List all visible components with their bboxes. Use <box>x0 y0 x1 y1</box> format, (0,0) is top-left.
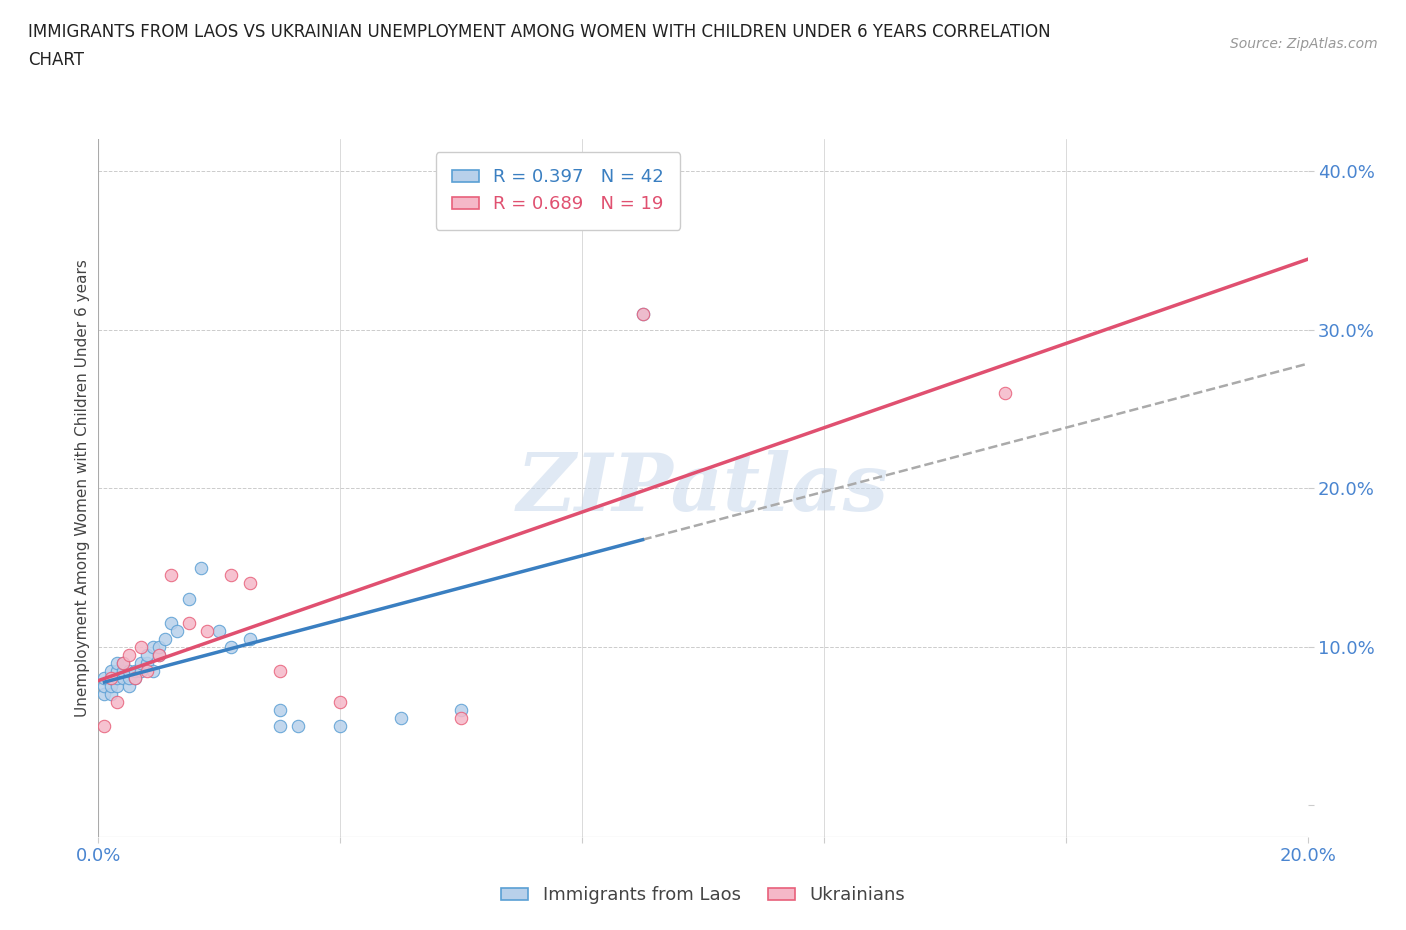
Point <box>208 623 231 638</box>
Point <box>118 647 141 662</box>
Point <box>118 671 141 686</box>
Point <box>111 663 134 678</box>
Point <box>179 616 201 631</box>
Point <box>221 568 243 583</box>
Point <box>166 623 188 638</box>
Point <box>239 576 262 591</box>
Point <box>329 695 352 710</box>
Point <box>142 663 165 678</box>
Text: Source: ZipAtlas.com: Source: ZipAtlas.com <box>1230 37 1378 51</box>
Point <box>329 719 352 734</box>
Point <box>148 647 170 662</box>
Point <box>93 671 115 686</box>
Point <box>389 711 412 725</box>
Point <box>105 663 128 678</box>
Point <box>994 386 1017 401</box>
Point <box>153 631 176 646</box>
Point <box>287 719 309 734</box>
Point <box>148 647 170 662</box>
Legend: R = 0.397   N = 42, R = 0.689   N = 19: R = 0.397 N = 42, R = 0.689 N = 19 <box>436 152 681 230</box>
Point <box>190 560 212 575</box>
Point <box>105 679 128 694</box>
Text: CHART: CHART <box>28 51 84 69</box>
Point <box>269 703 291 718</box>
Point <box>111 655 134 670</box>
Point <box>100 671 122 686</box>
Y-axis label: Unemployment Among Women with Children Under 6 years: Unemployment Among Women with Children U… <box>75 259 90 717</box>
Point <box>105 655 128 670</box>
Point <box>100 663 122 678</box>
Point <box>124 671 146 686</box>
Point <box>631 307 654 322</box>
Point <box>105 695 128 710</box>
Point <box>118 663 141 678</box>
Point <box>148 639 170 654</box>
Point <box>450 703 472 718</box>
Point <box>111 671 134 686</box>
Point <box>179 591 201 606</box>
Text: IMMIGRANTS FROM LAOS VS UKRAINIAN UNEMPLOYMENT AMONG WOMEN WITH CHILDREN UNDER 6: IMMIGRANTS FROM LAOS VS UKRAINIAN UNEMPL… <box>28 23 1050 41</box>
Point <box>631 307 654 322</box>
Point <box>269 663 291 678</box>
Point <box>142 639 165 654</box>
Point <box>135 655 157 670</box>
Point <box>100 679 122 694</box>
Point <box>111 655 134 670</box>
Point <box>124 663 146 678</box>
Point <box>135 663 157 678</box>
Point <box>269 719 291 734</box>
Point <box>129 663 152 678</box>
Point <box>195 623 218 638</box>
Point <box>129 639 152 654</box>
Text: ZIPatlas: ZIPatlas <box>517 449 889 527</box>
Point <box>105 671 128 686</box>
Point <box>93 719 115 734</box>
Point <box>239 631 262 646</box>
Point <box>160 616 183 631</box>
Point <box>221 639 243 654</box>
Point <box>118 679 141 694</box>
Point <box>100 687 122 702</box>
Point <box>129 655 152 670</box>
Point <box>160 568 183 583</box>
Point <box>124 671 146 686</box>
Point <box>93 687 115 702</box>
Point <box>135 647 157 662</box>
Point <box>450 711 472 725</box>
Point <box>93 679 115 694</box>
Point <box>100 671 122 686</box>
Legend: Immigrants from Laos, Ukrainians: Immigrants from Laos, Ukrainians <box>494 879 912 911</box>
